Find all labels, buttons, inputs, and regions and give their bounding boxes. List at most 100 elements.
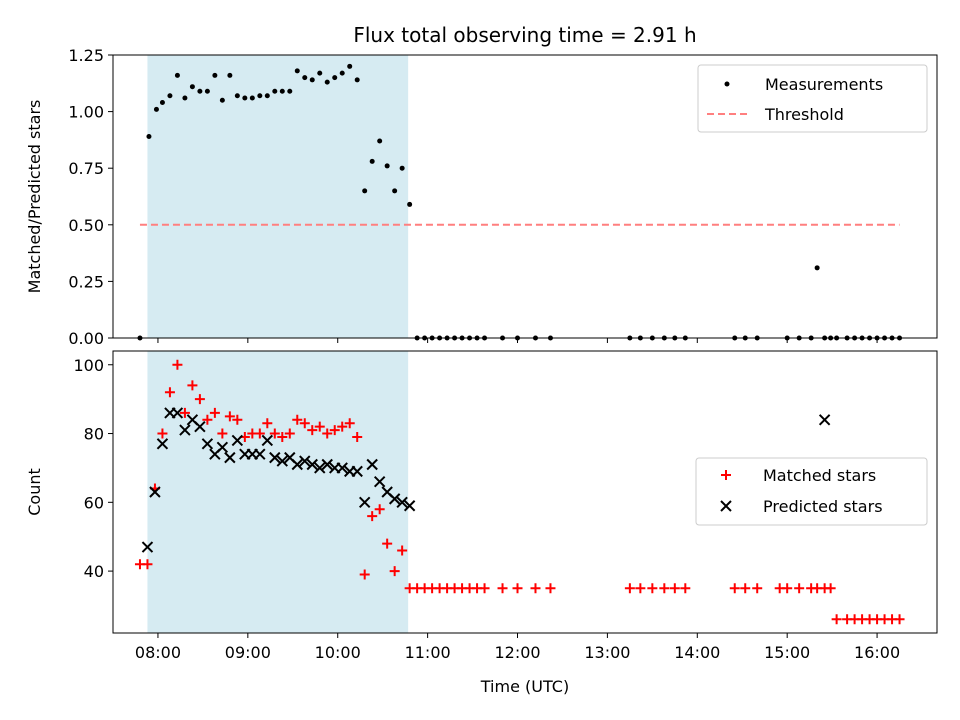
predicted-star-point (366, 458, 378, 471)
legend-marker-matched-stars (721, 470, 731, 480)
measurement-point (324, 79, 330, 85)
measurement-points (137, 63, 903, 341)
top-panel: 0.00 0.25 0.50 0.75 1.00 1.25 Flux total obse… (25, 23, 938, 348)
y-tick-label: 60 (84, 493, 104, 512)
matched-star-point (217, 428, 228, 439)
matched-star-point (530, 583, 541, 594)
matched-star-point (209, 407, 220, 418)
matched-star-point (224, 411, 235, 422)
top-legend: Measurements Threshold (697, 64, 928, 133)
observing-window-shade (147, 351, 409, 633)
measurement-point (264, 93, 270, 99)
matched-star-point (389, 566, 400, 577)
bottom-x-ticks: 08:00 09:00 10:00 11:00 12:00 13:00 14:00 15:00… (135, 633, 900, 662)
bottom-panel: 40 60 80 100 08:00 09:00 10:00 11:00 12:00 13:00… (25, 350, 938, 696)
y-tick-label: 0.75 (68, 159, 104, 178)
x-tick-label: 13:00 (584, 643, 630, 662)
matched-star-point (894, 614, 905, 625)
x-tick-label: 16:00 (854, 643, 900, 662)
matched-star-point (277, 431, 288, 442)
predicted-star-point (156, 438, 169, 450)
x-tick-label: 15:00 (764, 643, 810, 662)
matched-star-point (269, 428, 280, 439)
matched-star-point (284, 428, 295, 439)
measurement-point (153, 106, 159, 112)
legend-label-matched-stars: Matched stars (763, 466, 876, 485)
x-tick-label: 12:00 (494, 643, 540, 662)
predicted-star-point (396, 496, 408, 509)
predicted-star-point (403, 500, 416, 512)
measurement-point (174, 72, 180, 78)
measurement-point (354, 77, 360, 83)
legend-marker-predicted-stars (720, 500, 732, 512)
bottom-y-axis-label: Count (25, 468, 44, 516)
measurement-point (219, 97, 225, 103)
measurement-point (814, 265, 820, 271)
bottom-y-ticks: 40 60 80 100 (73, 356, 113, 581)
top-x-ticks (157, 338, 878, 343)
predicted-star-point (269, 451, 281, 464)
predicted-star-point (201, 438, 214, 450)
predicted-star-point (291, 458, 303, 471)
matched-star-point (831, 614, 842, 625)
matched-star-point (624, 583, 635, 594)
measurement-point (399, 165, 405, 171)
matched-star-point (359, 569, 370, 580)
measurement-point (362, 188, 368, 194)
predicted-star-point (254, 448, 266, 460)
measurement-point (197, 88, 203, 94)
y-tick-label: 1.25 (68, 46, 104, 65)
legend-label-predicted-stars: Predicted stars (763, 497, 883, 516)
predicted-star-point (351, 465, 363, 478)
matched-star-point (352, 431, 363, 442)
measurement-point (204, 88, 210, 94)
measurement-point (249, 95, 255, 101)
predicted-star-point (358, 496, 371, 509)
predicted-star-point (388, 493, 401, 505)
measurement-point (159, 100, 165, 106)
matched-star-point (479, 583, 490, 594)
x-tick-label: 10:00 (315, 643, 361, 662)
x-tick-label: 09:00 (225, 643, 271, 662)
matched-star-point (142, 559, 153, 570)
matched-star-point (512, 583, 523, 594)
predicted-star-point (373, 475, 386, 488)
measurement-point (302, 75, 308, 81)
legend-label-measurements: Measurements (765, 75, 883, 94)
predicted-star-point (336, 462, 348, 474)
measurement-point (272, 88, 278, 94)
measurement-point (212, 72, 218, 78)
measurement-point (377, 138, 383, 144)
bottom-legend: Matched stars Predicted stars (695, 457, 928, 526)
predicted-star-point (194, 420, 206, 433)
matched-star-point (202, 414, 213, 425)
matched-star-point (179, 407, 190, 418)
matched-star-point (299, 418, 310, 429)
matched-star-point (647, 583, 658, 594)
measurement-point (227, 72, 233, 78)
matched-star-point (307, 425, 318, 436)
legend-marker-measurements (724, 81, 730, 87)
predicted-star-point (224, 451, 236, 464)
x-axis-label: Time (UTC) (480, 677, 569, 696)
matched-star-point (164, 387, 175, 398)
y-tick-label: 0.50 (68, 216, 104, 235)
matched-star-point (729, 583, 740, 594)
predicted-star-point (276, 455, 289, 467)
legend-label-threshold: Threshold (764, 105, 844, 124)
predicted-star-point (321, 458, 333, 471)
matched-star-point (187, 380, 198, 391)
matched-star-point (752, 583, 763, 594)
predicted-star-point (818, 414, 831, 426)
matched-star-point (382, 538, 393, 549)
measurement-point (309, 77, 315, 83)
y-tick-label: 0.00 (68, 329, 104, 348)
y-tick-label: 80 (84, 425, 104, 444)
bottom-legend-box (695, 457, 928, 526)
matched-star-point (374, 504, 385, 515)
y-tick-label: 0.25 (68, 272, 104, 291)
matched-star-point (635, 583, 646, 594)
matched-star-point (172, 359, 183, 370)
chart-title: Flux total observing time = 2.91 h (353, 23, 696, 47)
